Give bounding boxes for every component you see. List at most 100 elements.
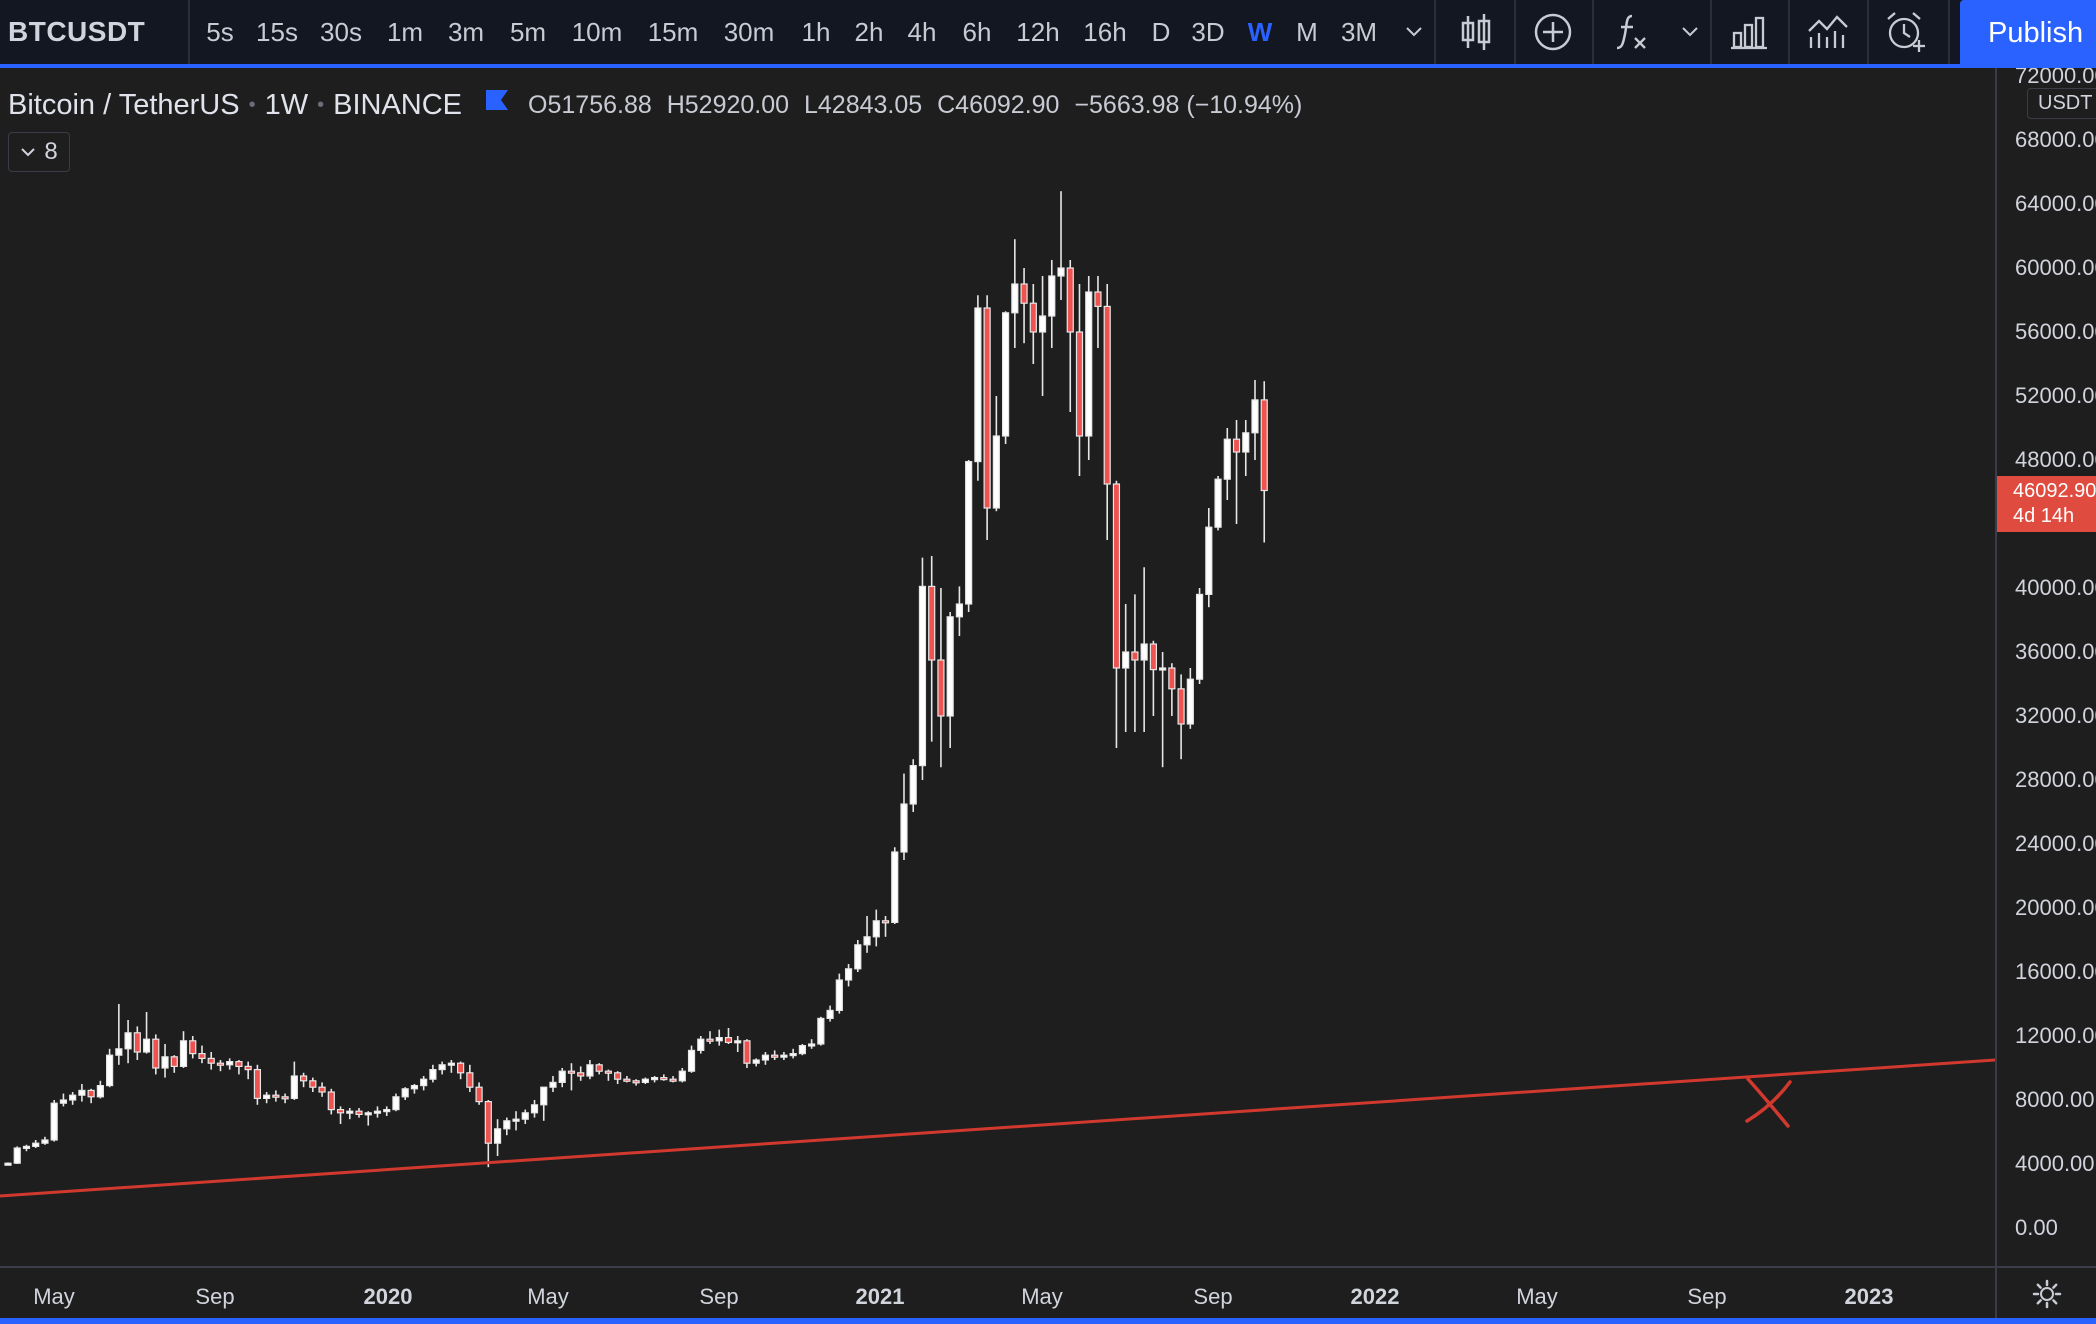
financials-button[interactable] [1730,0,1768,64]
candlestick-chart[interactable] [0,68,1995,1266]
legend-interval[interactable]: 1W [264,88,309,121]
interval-M[interactable]: M [1296,16,1318,47]
candle [272,1090,280,1102]
templates-button[interactable] [1807,0,1849,64]
interval-3D[interactable]: 3D [1191,16,1225,47]
candle [1001,311,1010,444]
candle-body [299,1075,308,1082]
candle [1011,239,1019,348]
candle-body [1075,331,1084,437]
candle [179,1031,188,1068]
candle-body [687,1049,696,1072]
chart-type-button[interactable] [1459,0,1493,64]
interval-1m[interactable]: 1m [386,16,424,47]
interval-15s[interactable]: 15s [256,16,298,47]
publish-button[interactable]: Publish [1960,0,2096,66]
candle [512,1111,520,1131]
legend-symbol-name[interactable]: Bitcoin / TetherUS [8,88,240,121]
candle-body [392,1096,400,1111]
candle [133,1026,141,1060]
candle-body [734,1040,742,1044]
candle-body [965,461,973,605]
interval-5m[interactable]: 5m [509,16,547,47]
interval-10m[interactable]: 10m [571,16,623,47]
toolbar-divider [1867,0,1869,64]
compare-button[interactable] [1533,0,1573,64]
chart-pane[interactable] [0,68,1995,1266]
candle-body [1103,305,1111,485]
interval-30m[interactable]: 30m [723,16,775,47]
candle [4,1162,12,1166]
price-axis[interactable]: 72000.00 68000.00 64000.00 60000.00 56000.00… [1995,68,2096,1266]
toolbar-divider [1948,0,1950,64]
candle [1195,588,1204,684]
candle-body [780,1054,788,1058]
candle [152,1034,160,1075]
candle-body [346,1110,354,1114]
interval-5s[interactable]: 5s [206,16,234,47]
interval-30s[interactable]: 30s [320,16,362,47]
candle-body [1122,651,1130,669]
candle [1075,284,1084,476]
time-tick-label: 2020 [363,1284,413,1309]
legend-exchange[interactable]: BINANCE [333,88,463,121]
candle-body [235,1060,243,1067]
candle-body [835,979,843,1011]
candle [327,1088,335,1115]
candle-body [161,1056,169,1069]
time-tick-label: Sep [699,1284,739,1309]
candle-body [715,1036,723,1042]
interval-1h[interactable]: 1h [801,16,831,47]
price-tick-label: 4000.00 [2015,1151,2095,1176]
interval-16h[interactable]: 16h [1083,16,1127,47]
alert-button[interactable] [1884,0,1928,64]
interval-15m[interactable]: 15m [647,16,699,47]
interval-6h[interactable]: 6h [962,16,992,47]
candle-body [466,1072,474,1088]
candle-body [743,1040,751,1064]
candle-body [96,1084,104,1098]
price-tick-label: 32000.00 [2015,703,2096,728]
bottom-accent-bar [0,1318,2096,1324]
flag-icon[interactable] [484,88,510,122]
indicators-button[interactable] [1612,0,1652,64]
interval-12h[interactable]: 12h [1016,16,1060,47]
interval-D[interactable]: D [1151,16,1171,47]
indicators-collapse-button[interactable]: 8 [8,132,70,172]
candle [32,1140,40,1148]
interval-3M[interactable]: 3M [1340,16,1378,47]
trend-line[interactable] [0,1058,1995,1198]
candle-body [87,1089,95,1098]
candle-body [484,1100,492,1144]
candle-body [604,1070,613,1074]
candle-body [189,1040,197,1055]
candle-body [263,1094,271,1099]
candle [909,759,917,812]
candle [530,1100,539,1118]
candle-body [475,1086,483,1103]
candle-body [900,803,908,853]
candle-body [115,1048,123,1056]
intervals-dropdown[interactable] [1405,0,1423,64]
interval-2h[interactable]: 2h [854,16,884,47]
candle [1205,508,1213,608]
candle [900,773,908,860]
price-tick-label: 8000.00 [2015,1087,2095,1112]
candle [1122,604,1130,732]
candle-body [1168,667,1176,690]
interval-3m[interactable]: 3m [447,16,485,47]
currency-unit-button[interactable]: USDT [2027,88,2096,119]
candle [1038,276,1047,396]
time-tick-label: 2022 [1350,1284,1400,1309]
candle-body [447,1062,455,1066]
interval-4h[interactable]: 4h [907,16,937,47]
indicators-dropdown[interactable] [1681,0,1699,64]
symbol-search[interactable]: BTCUSDT [0,0,190,64]
x-mark-drawing[interactable] [1745,1077,1792,1128]
chart-settings-button[interactable] [1995,1266,2096,1320]
time-axis[interactable]: May Sep 2020 May Sep 2021 May Sep 2022 May Sep 2023 [0,1266,1995,1320]
alarm-plus-icon [1887,12,1925,52]
interval-W[interactable]: W [1247,16,1273,47]
candle-body [872,920,880,938]
candle-body [290,1075,298,1099]
